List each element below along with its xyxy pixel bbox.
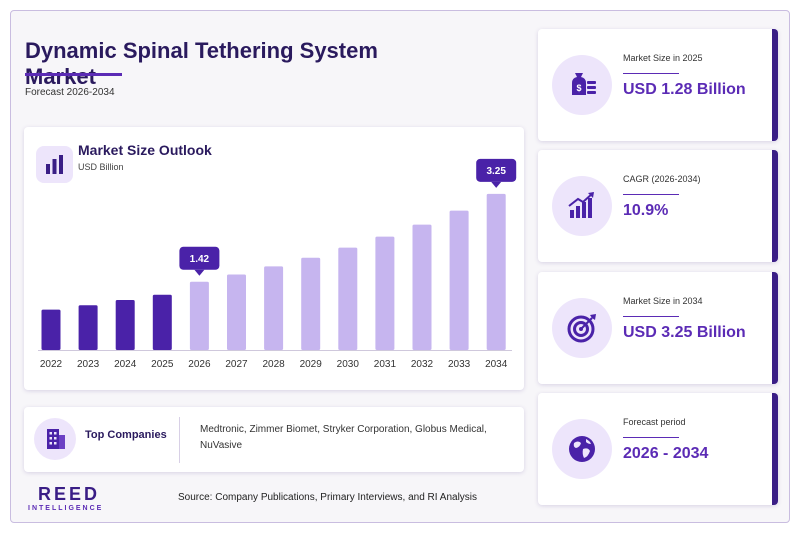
bar-2032 [412,224,432,350]
chart-card: Market Size Outlook USD Billion 2022 2023… [24,127,524,390]
x-tick-label: 2030 [337,359,360,370]
bar-2034 [486,193,506,350]
bar-2022 [41,309,61,350]
money-bag-icon: $ [552,55,612,115]
stat-underline [623,73,679,74]
stat-value: 10.9% [623,202,669,219]
brand-logo: REED [38,484,101,504]
stat-underline [623,437,679,438]
stat-label: CAGR (2026-2034) [623,174,701,184]
target-icon [552,298,612,358]
top-companies-list: Medtronic, Zimmer Biomet, Stryker Corpor… [200,424,487,451]
x-tick-label: 2022 [40,359,63,370]
callout-box [179,246,220,270]
svg-text:$: $ [576,83,581,93]
bar-2025 [152,294,172,350]
stat-value: USD 3.25 Billion [623,324,746,341]
x-tick-label: 2034 [485,359,508,370]
source-note: Source: Company Publications, Primary In… [178,492,478,503]
callout-pointer [491,181,502,188]
data-label: 3.25 [486,166,506,177]
callout-2034: 3.25 [476,158,517,188]
x-tick-label: 2029 [300,359,323,370]
title-underline [25,73,122,76]
bar-2030 [338,247,358,350]
bar-2024 [115,300,135,350]
bar-2029 [301,257,321,350]
bar-2026 [189,281,209,350]
bar-2028 [264,266,284,350]
callout-box [476,158,517,182]
chart-title: Market Size Outlook [78,142,212,158]
bar-2033 [449,210,469,350]
growth-chart-icon [552,176,612,236]
bar-chart: 2022 2023 2024 2025 2026 2027 2028 2029 2030 2031… [38,158,517,370]
bar-2023 [78,305,98,350]
x-tick-label: 2023 [77,359,100,370]
stat-value: USD 1.28 Billion [623,81,746,98]
top-companies-card: Top Companies Medtronic, Zimmer Biomet, … [24,407,524,472]
bar-2031 [375,236,395,350]
callout-pointer [194,269,205,276]
stat-label: Market Size in 2034 [623,296,703,306]
stat-underline [623,194,679,195]
stat-card-forecast-period: Forecast period 2026 - 2034 [538,393,778,505]
divider [179,417,180,463]
x-tick-label: 2025 [151,359,174,370]
x-tick-label: 2027 [225,359,248,370]
callout-2026: 1.42 [179,246,220,276]
bar-chart-icon [36,146,73,183]
stat-card-market-size-2034: Market Size in 2034 USD 3.25 Billion [538,272,778,384]
x-tick-label: 2024 [114,359,137,370]
page-subtitle: Forecast 2026-2034 [25,87,115,98]
stat-card-market-size-2025: $ Market Size in 2025 USD 1.28 Billion [538,29,778,141]
top-companies-label: Top Companies [85,429,167,441]
building-icon [34,418,76,460]
chart-unit: USD Billion [78,162,124,172]
page-title: Dynamic Spinal Tethering System Market [25,38,378,89]
stat-value: 2026 - 2034 [623,445,709,462]
x-tick-label: 2031 [374,359,397,370]
bar-2027 [227,274,246,350]
x-tick-label: 2028 [262,359,285,370]
globe-icon [552,419,612,479]
stat-underline [623,316,679,317]
brand-logo-subtitle: INTELLIGENCE [28,505,104,512]
stat-label: Forecast period [623,417,686,427]
stat-card-cagr: CAGR (2026-2034) 10.9% [538,150,778,262]
x-tick-label: 2026 [188,359,211,370]
stat-label: Market Size in 2025 [623,53,703,63]
data-label: 1.42 [190,254,210,265]
x-tick-label: 2033 [448,359,471,370]
x-tick-label: 2032 [411,359,434,370]
